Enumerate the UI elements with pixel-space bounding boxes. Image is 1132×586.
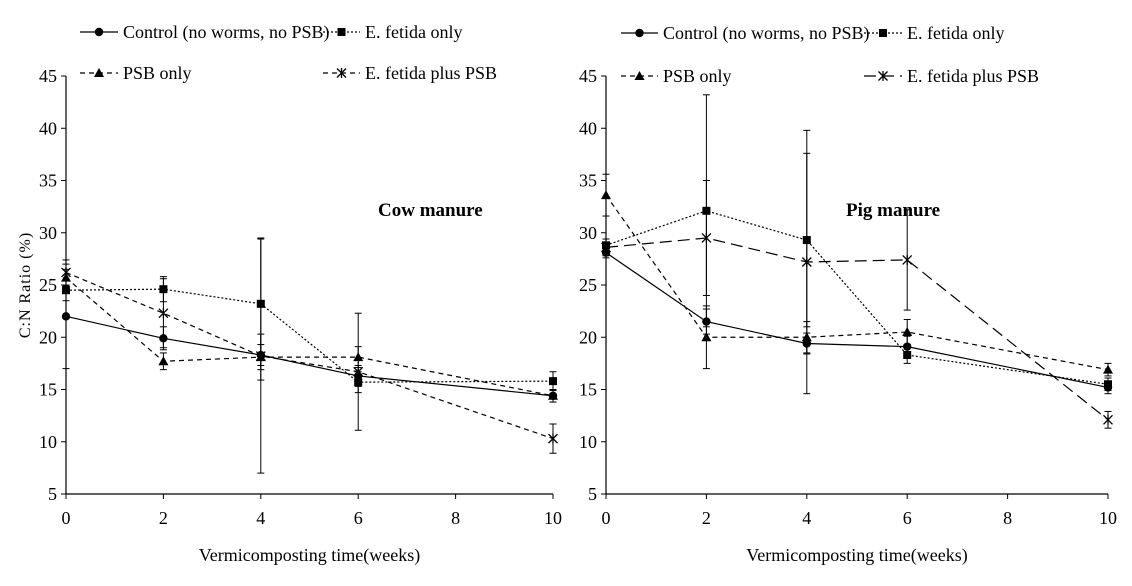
data-point-square: [62, 286, 70, 295]
data-point-circle: [61, 312, 71, 321]
y-tick-label: 35: [579, 171, 597, 191]
y-tick-label: 40: [579, 118, 597, 138]
x-tick-label: 4: [256, 508, 265, 528]
x-axis-title: Vermicomposting time(weeks): [199, 545, 420, 566]
data-point-square: [549, 377, 557, 386]
legend-marker-square: [337, 28, 346, 36]
pig-manure-chart: 5 10 15 20 25 30 35 40 45 0 2 4 6 8 10 Vermicomposting …: [579, 23, 1117, 566]
data-point-star: [902, 254, 913, 265]
data-point-star: [548, 433, 558, 444]
x-tick-label: 6: [354, 508, 363, 528]
y-tick-label: 25: [579, 275, 597, 295]
legend-marker-star: [336, 68, 347, 78]
legend-entry: Control (no worms, no PSB): [80, 22, 330, 43]
x-tick-label: 8: [1003, 508, 1012, 528]
series-line: [605, 194, 1109, 371]
x-tick-label: 10: [544, 508, 562, 528]
x-tick-label: 2: [702, 508, 711, 528]
y-tick-label: 25: [39, 275, 57, 295]
legend-label: Control (no worms, no PSB): [663, 23, 870, 44]
legend-label: PSB only: [663, 66, 732, 86]
data-point-star: [158, 308, 169, 319]
panel-annotation: Pig manure: [846, 200, 940, 221]
legend-label: Control (no worms, no PSB): [123, 22, 330, 43]
y-tick-label: 40: [39, 118, 57, 138]
data-point-star: [701, 232, 712, 243]
y-tick-label: 30: [579, 223, 597, 243]
panel-annotation: Cow manure: [378, 200, 483, 221]
x-tick-label: 4: [802, 508, 811, 528]
x-axis-title: Vermicomposting time(weeks): [746, 545, 967, 566]
x-tick-label: 0: [62, 508, 71, 528]
data-point-triangle: [601, 190, 611, 200]
legend-entry: PSB only: [80, 63, 192, 83]
series-line: [605, 210, 1109, 385]
y-axis-title: C:N Ratio (%): [17, 232, 34, 338]
legend-marker-circle: [635, 28, 644, 38]
x-tick-label: 10: [1099, 508, 1117, 528]
y-tick-label: 5: [48, 484, 57, 504]
legend-marker-triangle: [94, 68, 104, 77]
data-point-star: [801, 257, 812, 268]
x-tick-label: 6: [903, 508, 912, 528]
series-line: [65, 288, 554, 383]
legend-marker-circle: [94, 27, 104, 37]
data-point-triangle: [902, 327, 913, 337]
legend-entry: PSB only: [621, 66, 732, 86]
x-tick-label: 8: [451, 508, 460, 528]
y-tick-label: 15: [579, 380, 597, 400]
series-line: [65, 315, 554, 397]
y-tick-label: 5: [588, 484, 597, 504]
y-tick-label: 20: [579, 327, 597, 347]
y-tick-label: 30: [39, 223, 57, 243]
series-line: [605, 237, 1109, 421]
y-tick-label: 10: [579, 432, 597, 452]
legend-label: E. fetida plus PSB: [907, 66, 1039, 86]
cow-manure-chart: 5 10 15 20 25 30 35 40 45 0 2 4 6 8 10 Vermicomposting …: [17, 22, 562, 566]
legend-marker-star: [878, 71, 888, 81]
legend-entry: E. fetida plus PSB: [323, 63, 497, 83]
x-tick-label: 0: [602, 508, 611, 528]
legend-entry: E. fetida only: [864, 23, 1004, 43]
y-tick-label: 10: [39, 432, 57, 452]
data-point-triangle: [548, 390, 558, 400]
y-tick-label: 15: [39, 380, 57, 400]
legend-label: E. fetida plus PSB: [365, 63, 497, 83]
series-square: [602, 94, 1112, 392]
legend-label: PSB only: [123, 63, 192, 83]
legend-label: E. fetida only: [907, 23, 1004, 43]
legend-entry: E. fetida only: [323, 22, 462, 42]
series-star: [601, 129, 1113, 429]
data-point-triangle: [158, 356, 169, 366]
data-point-square: [1104, 380, 1112, 389]
data-point-star: [255, 351, 266, 362]
data-point-star: [353, 366, 364, 377]
data-point-triangle: [701, 332, 712, 342]
y-tick-label: 45: [579, 66, 597, 86]
series-circle: [601, 246, 1113, 395]
series-star: [61, 238, 558, 474]
series-line: [65, 271, 554, 440]
legend-marker-square: [879, 29, 887, 37]
series-line: [65, 277, 554, 397]
y-tick-label: 45: [39, 66, 57, 86]
data-point-square: [903, 351, 912, 360]
data-point-triangle: [1103, 364, 1113, 374]
y-tick-label: 35: [39, 171, 57, 191]
legend-entry: Control (no worms, no PSB): [621, 23, 870, 44]
series-square: [62, 237, 557, 394]
data-point-star: [601, 242, 611, 253]
y-tick-label: 20: [39, 327, 57, 347]
legend-marker-triangle: [634, 71, 645, 80]
legend-entry: E. fetida plus PSB: [864, 66, 1039, 86]
x-tick-label: 2: [159, 508, 168, 528]
data-point-star: [61, 267, 71, 278]
legend-label: E. fetida only: [365, 22, 462, 42]
series-line: [605, 252, 1109, 388]
data-point-star: [1103, 414, 1113, 425]
